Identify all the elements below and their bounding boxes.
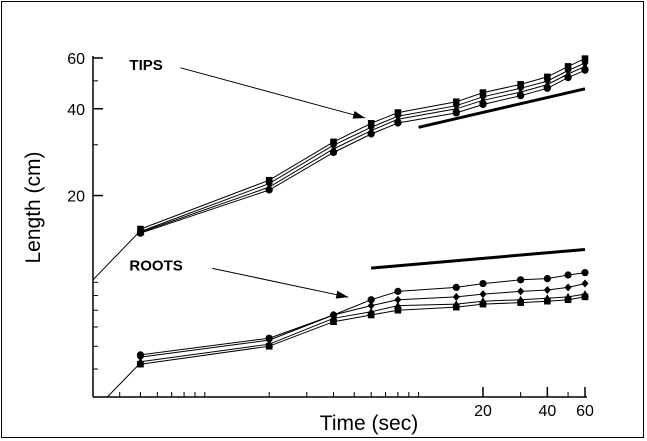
tips-annotation: TIPS [129,57,162,74]
data-point [544,73,551,81]
data-point [517,92,525,100]
y-tick-label: 60 [67,51,85,68]
roots-fit-line [106,362,141,398]
data-point [544,297,551,305]
data-point [136,229,145,237]
data-point [394,295,402,304]
data-point [564,74,572,82]
data-point [452,292,460,301]
data-point [479,89,487,96]
data-point [265,336,273,345]
x-tick-label: 40 [538,403,556,420]
data-point [367,130,375,138]
data-point [452,283,460,292]
y-axis-title: Length (cm) [22,151,45,263]
data-point [517,287,525,296]
data-point [564,271,572,279]
data-point [543,286,551,295]
data-point [581,279,589,288]
data-point [564,63,572,70]
roots-square-series-line [140,296,586,365]
data-point [543,274,551,283]
y-tick-label: 40 [67,102,85,119]
x-tick-label: 20 [474,403,492,420]
tips-slope-line [418,87,586,129]
tips-triangle-series-line [140,65,586,233]
data-point [581,293,589,301]
data-point [394,119,402,127]
tips-arrow [180,67,366,119]
data-point [564,296,572,304]
roots-arrowhead [335,290,349,299]
data-point [479,100,487,109]
data-point [517,276,525,284]
data-point [265,342,273,350]
data-point [367,296,375,304]
roots-annotation: ROOTS [129,257,182,274]
data-point [452,109,460,117]
data-point [330,318,337,325]
data-point [393,301,402,309]
data-point [581,66,589,74]
y-tick-label: 20 [67,189,85,206]
data-point [367,311,375,319]
data-point [479,300,487,308]
data-point [479,279,487,288]
data-point [581,269,589,277]
roots-slope-line [371,247,586,270]
data-point [367,301,375,310]
x-tick-label: 60 [576,403,594,420]
data-point [479,290,487,299]
tips-fit-line [92,230,141,281]
x-axis-title: Time (sec) [320,412,418,435]
data-point [564,283,572,292]
tips-arrowhead [352,110,366,119]
data-point [452,303,460,311]
roots-circle-series-line [140,272,586,356]
data-point [136,353,144,362]
data-point [543,84,551,92]
data-point [394,287,402,295]
data-point [394,306,402,314]
data-point [265,186,273,194]
data-point [329,148,338,157]
data-point [581,55,589,62]
data-point [517,299,524,306]
roots-arrow [212,267,349,298]
data-point [137,360,144,368]
